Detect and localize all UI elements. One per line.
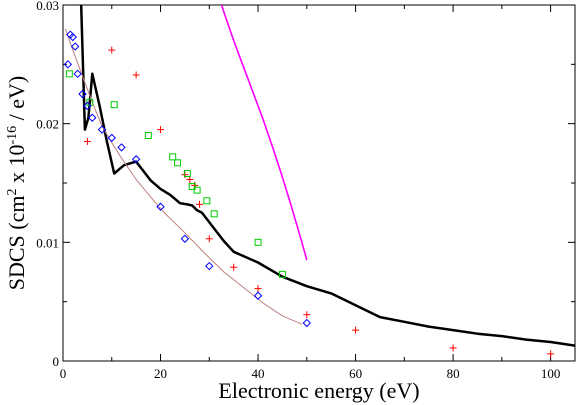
x-tick-label: 20 xyxy=(154,366,167,381)
data-point-diamond xyxy=(302,318,312,328)
data-point-square xyxy=(183,170,191,178)
data-point-plus xyxy=(449,344,457,352)
data-point-diamond xyxy=(156,202,165,211)
data-point-plus xyxy=(303,311,311,319)
data-point-square xyxy=(110,101,118,109)
data-point-square xyxy=(65,70,73,78)
data-point-square xyxy=(174,159,182,167)
x-tick-label: 80 xyxy=(447,366,460,381)
data-point-plus xyxy=(181,171,189,179)
data-point-square xyxy=(193,186,201,194)
series-line xyxy=(220,5,308,261)
y-tick-label: 0.01 xyxy=(36,235,59,250)
data-series xyxy=(63,5,575,358)
data-point-diamond xyxy=(70,42,80,51)
data-point-plus xyxy=(191,181,199,189)
data-point-square xyxy=(278,270,286,278)
data-point-plus xyxy=(230,263,238,271)
y-tick-label: 0.02 xyxy=(36,117,59,132)
x-tick-label: 60 xyxy=(349,366,362,381)
data-point-plus xyxy=(547,350,555,358)
data-point-square xyxy=(188,183,196,191)
x-tick-label: 0 xyxy=(60,366,67,381)
data-point-plus xyxy=(157,126,165,134)
data-point-diamond xyxy=(131,155,141,164)
x-tick-label: 40 xyxy=(252,366,265,381)
y-axis-title: SDCS (cm2 x 10-16 / eV) xyxy=(4,76,29,291)
data-point-diamond xyxy=(253,291,263,300)
data-point-plus xyxy=(186,175,194,183)
data-point-diamond xyxy=(63,60,73,69)
x-axis-title: Electronic energy (eV) xyxy=(218,378,419,403)
data-point-diamond xyxy=(205,261,214,271)
data-point-plus xyxy=(205,235,213,243)
data-point-diamond xyxy=(73,69,82,79)
data-point-plus xyxy=(132,71,140,79)
y-tick-label: 0.03 xyxy=(36,0,59,13)
data-point-diamond xyxy=(107,133,116,143)
series-line xyxy=(64,28,303,325)
data-point-plus xyxy=(254,285,262,293)
data-point-square xyxy=(144,132,152,140)
data-point-diamond xyxy=(68,32,77,42)
data-point-diamond xyxy=(83,101,92,111)
data-point-plus xyxy=(196,200,204,208)
y-tick-label: 0 xyxy=(53,354,60,369)
data-point-plus xyxy=(108,46,116,54)
data-point-plus xyxy=(83,137,91,145)
data-point-square xyxy=(210,210,218,218)
data-point-square xyxy=(203,197,211,205)
data-point-diamond xyxy=(117,143,126,152)
data-point-diamond xyxy=(97,125,107,134)
series-line xyxy=(79,5,575,347)
data-point-square xyxy=(169,153,177,161)
data-point-diamond xyxy=(88,113,97,122)
data-point-diamond xyxy=(180,234,190,243)
plot-frame xyxy=(62,4,576,362)
x-tick-label: 100 xyxy=(541,366,561,381)
data-point-plus xyxy=(352,326,360,334)
axis-ticks: 0 20 40 60 80 100 0 0.01 0.02 0.03 xyxy=(36,0,575,381)
data-point-square xyxy=(254,238,262,246)
data-point-diamond xyxy=(78,89,87,99)
